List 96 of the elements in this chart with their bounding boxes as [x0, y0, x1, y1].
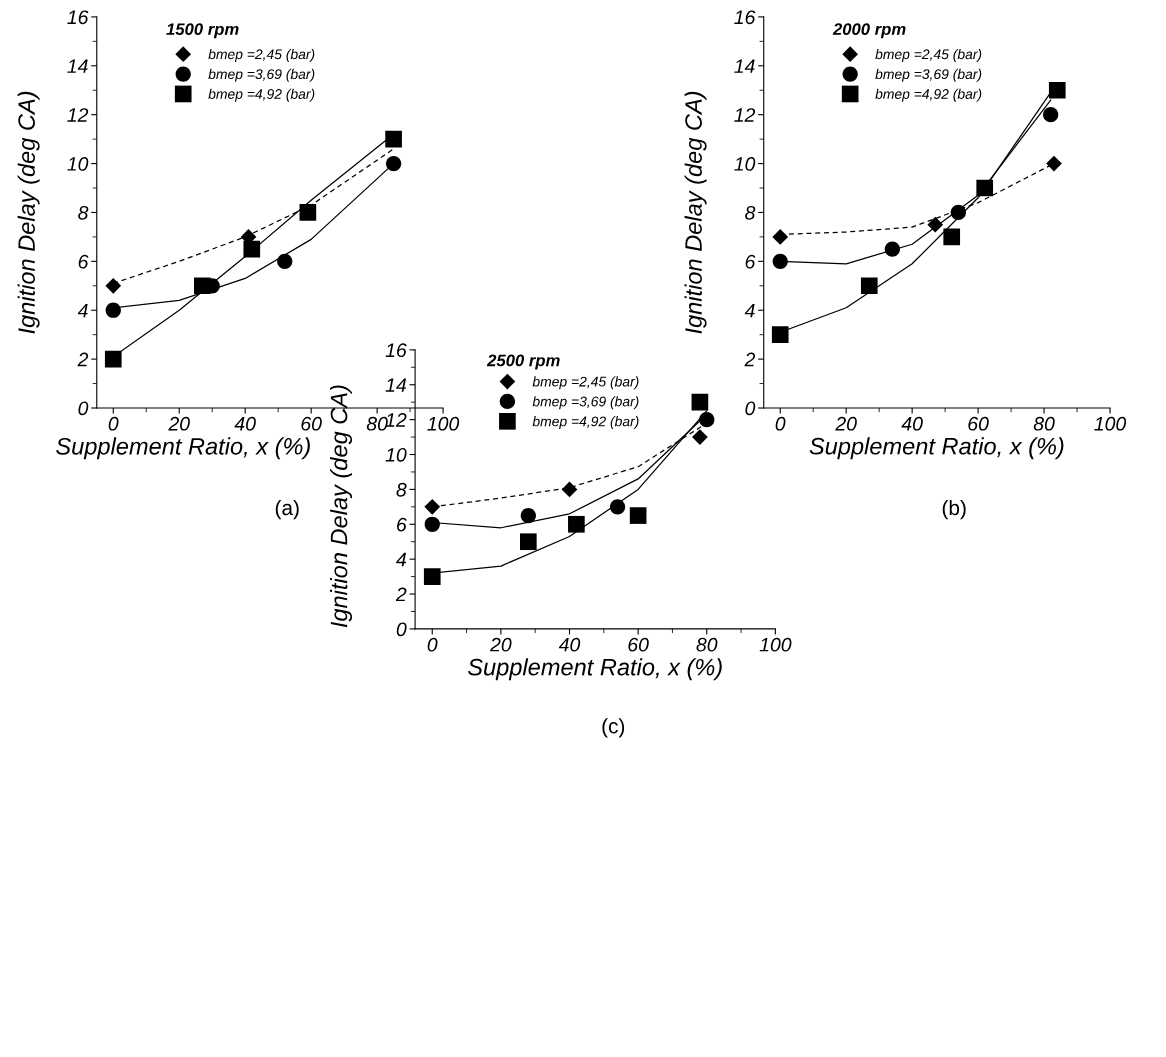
point — [424, 516, 440, 532]
y-axis-title: Ignition Delay (deg CA) — [330, 385, 353, 628]
x-tick-label: 0 — [775, 416, 786, 431]
legend-label: bmep =2,45 (bar) — [208, 48, 315, 62]
legend-label: bmep =4,92 (bar) — [208, 88, 315, 102]
point — [520, 507, 536, 524]
x-tick-label: 20 — [168, 416, 190, 431]
point — [423, 568, 441, 585]
point — [104, 350, 122, 368]
y-tick-label: 8 — [396, 482, 407, 497]
y-tick-label: 6 — [745, 254, 756, 269]
chart-title: 2500 rpm — [486, 354, 560, 370]
text: (a) — [275, 499, 299, 520]
y-tick-label: 16 — [385, 343, 407, 358]
x-axis-title: Supplement Ratio, x (%) — [809, 437, 1064, 460]
y-tick-label: 8 — [745, 205, 756, 220]
y-tick-label: 16 — [67, 10, 89, 25]
legend-label: bmep =3,69 (bar) — [875, 68, 982, 82]
x-tick-label: 60 — [968, 416, 989, 431]
x-tick-label: 80 — [696, 637, 718, 652]
y-tick-label: 2 — [77, 352, 89, 367]
legend-label: bmep =3,69 (bar) — [532, 396, 639, 410]
point — [568, 515, 585, 533]
point — [699, 411, 715, 428]
y-tick-label: 10 — [734, 157, 756, 171]
text: (c) — [602, 718, 625, 738]
y-axis-title: Ignition Delay (deg CA) — [684, 91, 707, 334]
point — [884, 241, 900, 257]
x-axis-title: Supplement Ratio, x (%) — [467, 658, 722, 681]
legend-label: bmep =3,69 (bar) — [208, 68, 315, 82]
y-tick-label: 10 — [385, 447, 407, 462]
y-tick-label: 4 — [396, 552, 407, 567]
x-tick-label: 60 — [301, 416, 322, 431]
y-tick-label: 2 — [744, 352, 756, 367]
point — [520, 533, 537, 551]
y-tick-label: 16 — [734, 10, 756, 25]
point — [561, 481, 578, 498]
point — [105, 302, 121, 318]
point — [424, 498, 441, 515]
point — [105, 277, 122, 294]
x-tick-label: 100 — [1094, 416, 1127, 431]
y-tick-label: 6 — [78, 254, 89, 269]
y-tick-label: 14 — [385, 378, 407, 392]
x-tick-label: 20 — [835, 416, 857, 431]
point — [691, 393, 709, 411]
x-tick-label: 100 — [759, 637, 792, 652]
y-tick-label: 10 — [67, 157, 89, 171]
y-tick-label: 14 — [67, 59, 88, 73]
x-tick-label: 0 — [427, 637, 438, 652]
y-tick-label: 0 — [78, 401, 89, 416]
y-tick-label: 2 — [395, 587, 407, 602]
point — [385, 155, 402, 172]
point — [950, 204, 966, 221]
x-tick-label: 20 — [489, 637, 512, 652]
x-tick-label: 100 — [427, 416, 460, 431]
legend-label: bmep =4,92 (bar) — [532, 416, 639, 430]
y-tick-label: 8 — [78, 205, 89, 220]
point — [927, 216, 944, 233]
x-tick-label: 40 — [901, 416, 923, 431]
point — [976, 179, 994, 197]
y-tick-label: 12 — [734, 108, 756, 122]
point — [692, 429, 708, 445]
y-tick-label: 12 — [67, 108, 89, 122]
chart-title: 2000 rpm — [832, 23, 906, 39]
y-tick-label: 0 — [745, 401, 756, 416]
chart-title: 1500 rpm — [166, 23, 239, 39]
point — [1046, 155, 1062, 172]
y-axis-title: Ignition Delay (deg CA) — [17, 91, 40, 334]
point — [277, 253, 293, 269]
point — [629, 507, 647, 524]
y-tick-label: 6 — [397, 517, 407, 532]
x-tick-label: 40 — [558, 637, 581, 652]
y-tick-label: 4 — [77, 303, 88, 318]
point — [243, 240, 261, 258]
point — [609, 499, 626, 515]
point — [299, 204, 317, 221]
x-axis-title: Supplement Ratio, x (%) — [56, 437, 310, 460]
x-tick-label: 0 — [108, 416, 119, 431]
x-tick-label: 40 — [234, 416, 256, 431]
x-tick-label: 60 — [628, 637, 649, 652]
point — [771, 326, 789, 344]
point — [1043, 107, 1059, 123]
point — [860, 277, 878, 295]
point — [1048, 81, 1066, 99]
legend-label: bmep =2,45 (bar) — [532, 376, 639, 390]
y-tick-label: 0 — [396, 622, 407, 637]
legend-label: bmep =4,92 (bar) — [875, 88, 982, 102]
point — [943, 228, 961, 246]
y-tick-label: 14 — [734, 59, 755, 73]
legend-label: bmep =2,45 (bar) — [875, 48, 982, 62]
point — [772, 253, 788, 269]
x-tick-label: 80 — [1033, 416, 1055, 431]
text: (b) — [942, 499, 966, 520]
y-tick-label: 4 — [744, 303, 755, 318]
point — [772, 229, 789, 245]
point — [385, 130, 402, 148]
